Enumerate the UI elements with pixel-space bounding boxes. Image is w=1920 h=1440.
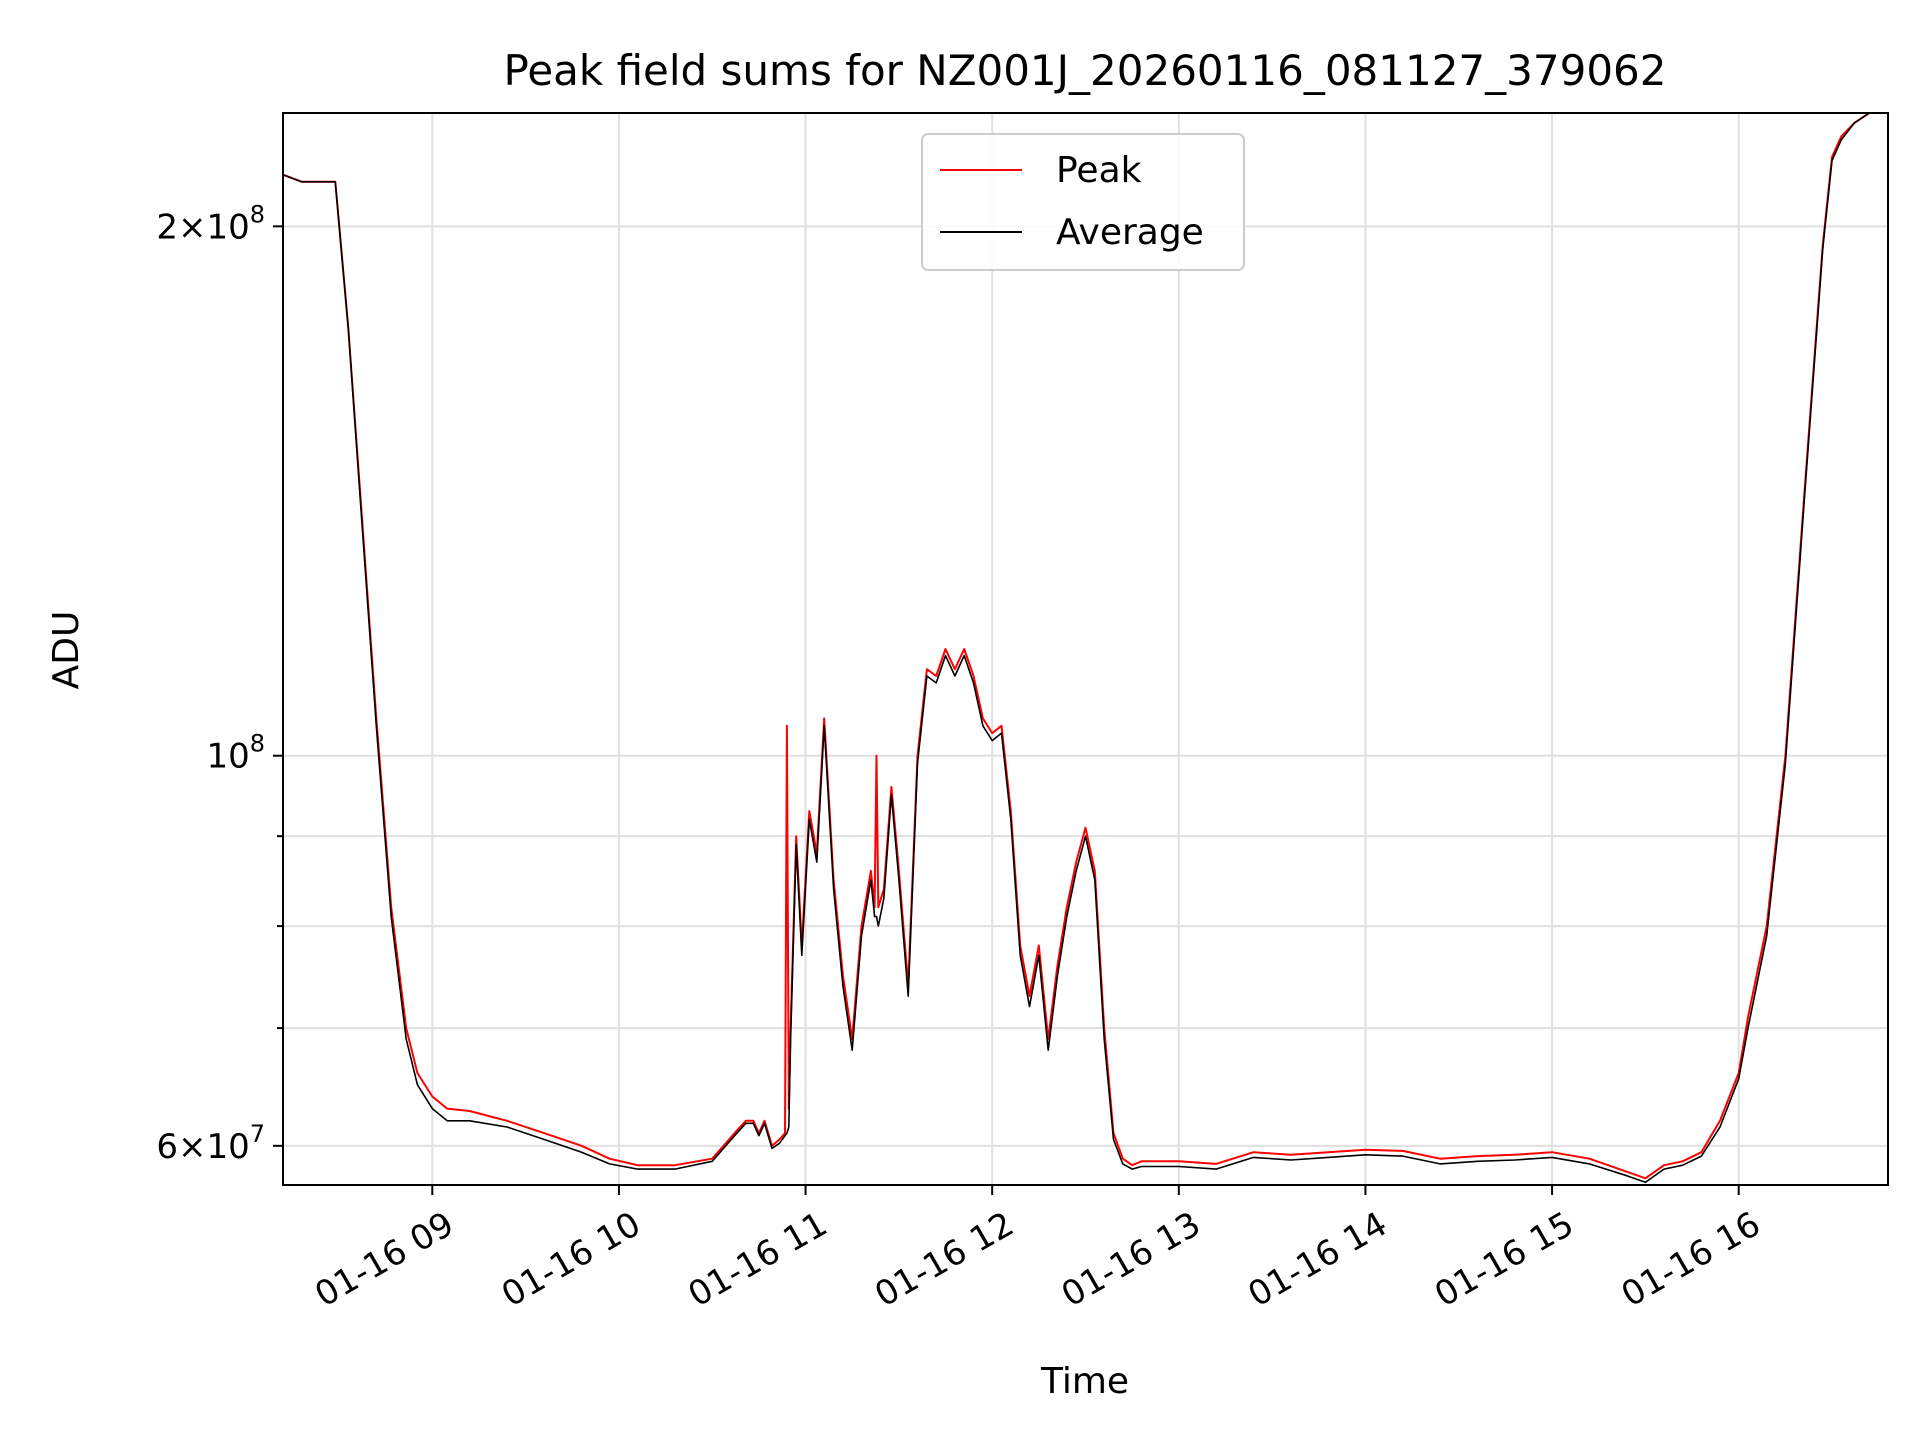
y-tick-label: 2×108 bbox=[156, 200, 265, 247]
y-tick-times: × bbox=[178, 1127, 207, 1167]
legend-label-average: Average bbox=[1056, 212, 1204, 253]
legend-box bbox=[921, 133, 1245, 271]
legend-label-peak: Peak bbox=[1056, 150, 1142, 191]
series-lines bbox=[282, 112, 1888, 1184]
y-tick-mantissa: 6 bbox=[156, 1127, 178, 1167]
x-tick-label: 01-16 15 bbox=[1428, 1204, 1580, 1315]
y-tick-base: 10 bbox=[206, 1127, 249, 1167]
plot-area-frame bbox=[282, 112, 1889, 1186]
x-tick-label: 01-16 11 bbox=[682, 1204, 834, 1315]
x-axis-label: Time bbox=[1040, 1361, 1129, 1402]
chart-title: Peak field sums for NZ001J_20260116_0811… bbox=[504, 46, 1667, 95]
y-tick-base: 10 bbox=[206, 207, 249, 247]
y-tick-label: 108 bbox=[206, 730, 265, 777]
series-line-peak bbox=[282, 112, 1888, 1180]
grid-lines bbox=[283, 113, 1888, 1185]
x-tick-label: 01-16 09 bbox=[308, 1204, 460, 1315]
x-tick-label: 01-16 16 bbox=[1615, 1204, 1767, 1315]
series-line-average bbox=[282, 112, 1888, 1184]
y-tick-exponent: 7 bbox=[250, 1120, 265, 1148]
y-tick-exponent: 8 bbox=[250, 200, 265, 228]
y-tick-base: 10 bbox=[206, 737, 249, 777]
x-tick-label: 01-16 10 bbox=[495, 1204, 647, 1315]
x-tick-label: 01-16 13 bbox=[1055, 1204, 1207, 1315]
y-tick-exponent: 8 bbox=[250, 730, 265, 758]
axis-ticks: 01-16 09 01-16 10 01-16 11 01-16 12 01-16 13… bbox=[156, 200, 1767, 1315]
x-tick-label: 01-16 12 bbox=[868, 1204, 1020, 1315]
x-tick-label: 01-16 14 bbox=[1242, 1204, 1394, 1315]
y-tick-label: 6×107 bbox=[156, 1120, 265, 1167]
legend: Peak Average bbox=[921, 133, 1245, 271]
y-tick-times: × bbox=[178, 207, 207, 247]
y-axis-label: ADU bbox=[46, 611, 87, 690]
y-tick-mantissa: 2 bbox=[156, 207, 178, 247]
